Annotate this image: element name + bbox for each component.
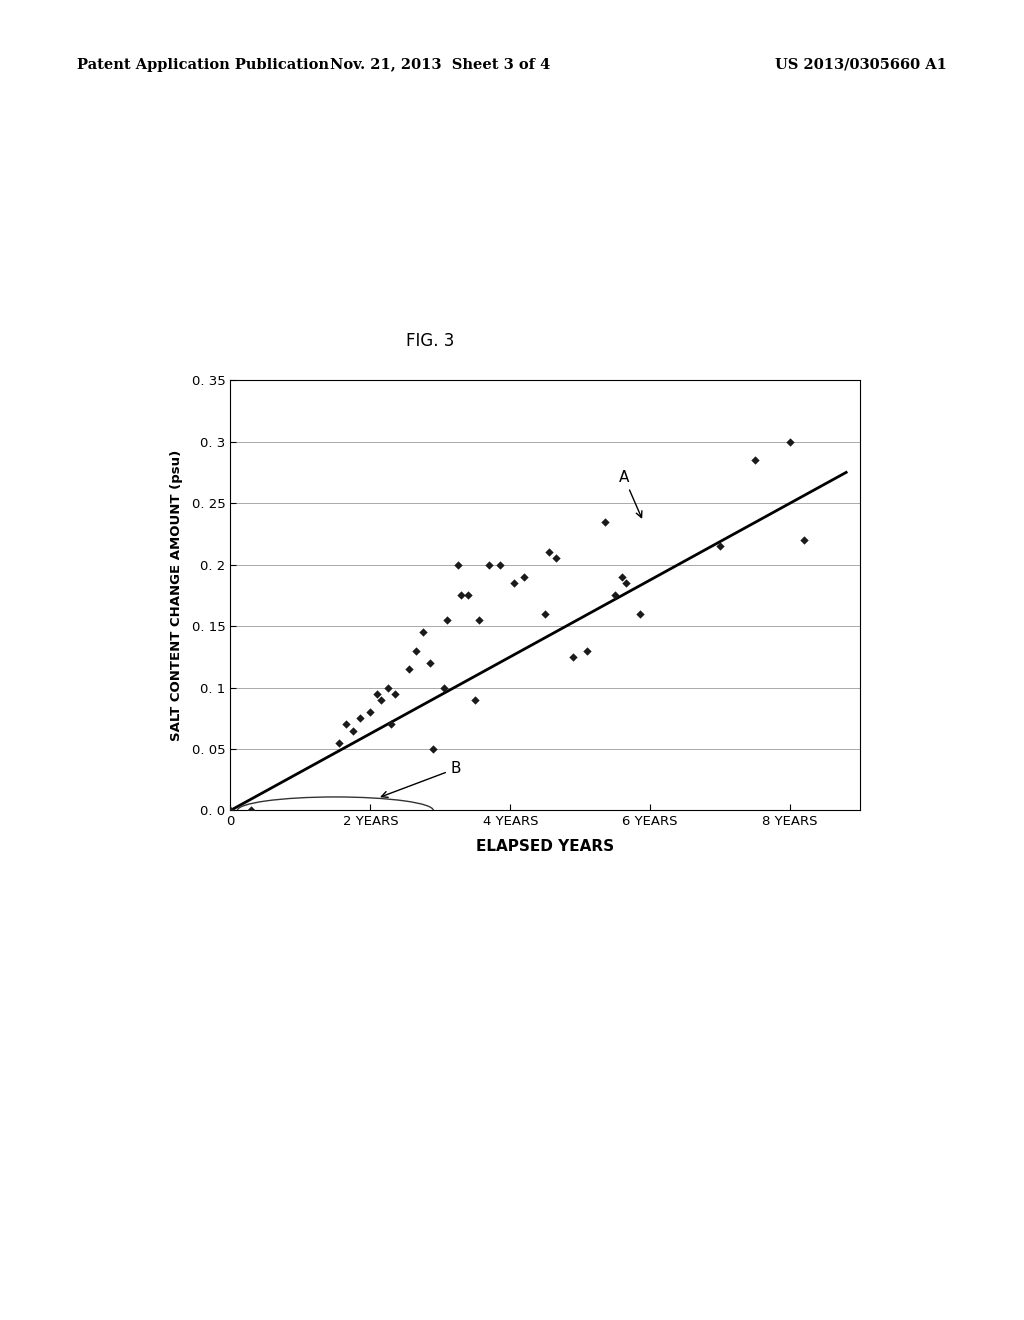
X-axis label: ELAPSED YEARS: ELAPSED YEARS (476, 840, 614, 854)
Point (425, 738, 441, 759)
Point (338, 714, 354, 735)
Point (369, 684, 385, 705)
Point (580, 640, 596, 661)
Point (331, 733, 347, 754)
Point (516, 566, 532, 587)
Text: A: A (618, 470, 642, 517)
Point (782, 432, 799, 453)
Point (541, 541, 557, 562)
Point (373, 689, 389, 710)
Point (617, 573, 634, 594)
Point (345, 719, 361, 741)
Point (383, 714, 399, 735)
Point (408, 640, 424, 661)
Point (796, 529, 812, 550)
Point (537, 603, 553, 624)
Point (362, 701, 379, 722)
Point (415, 622, 431, 643)
Point (450, 554, 466, 576)
Point (380, 677, 396, 698)
Point (387, 684, 403, 705)
Point (492, 554, 508, 576)
Point (746, 450, 763, 471)
Text: Patent Application Publication: Patent Application Publication (77, 58, 329, 71)
Point (481, 554, 498, 576)
Point (565, 647, 582, 668)
Point (351, 708, 368, 729)
Point (439, 610, 456, 631)
Text: B: B (381, 762, 462, 797)
Point (435, 677, 452, 698)
Point (597, 511, 613, 532)
Y-axis label: SALT CONTENT CHANGE AMOUNT (psu): SALT CONTENT CHANGE AMOUNT (psu) (170, 450, 183, 741)
Point (467, 689, 483, 710)
Point (422, 652, 438, 673)
Point (607, 585, 624, 606)
Point (548, 548, 564, 569)
Point (471, 610, 487, 631)
Text: Nov. 21, 2013  Sheet 3 of 4: Nov. 21, 2013 Sheet 3 of 4 (330, 58, 551, 71)
Point (712, 536, 728, 557)
Point (506, 573, 522, 594)
Point (460, 585, 476, 606)
Point (400, 659, 417, 680)
Point (453, 585, 469, 606)
Text: FIG. 3: FIG. 3 (406, 331, 455, 350)
Point (244, 800, 260, 821)
Point (614, 566, 631, 587)
Text: US 2013/0305660 A1: US 2013/0305660 A1 (775, 58, 947, 71)
Point (222, 800, 239, 821)
Point (632, 603, 648, 624)
